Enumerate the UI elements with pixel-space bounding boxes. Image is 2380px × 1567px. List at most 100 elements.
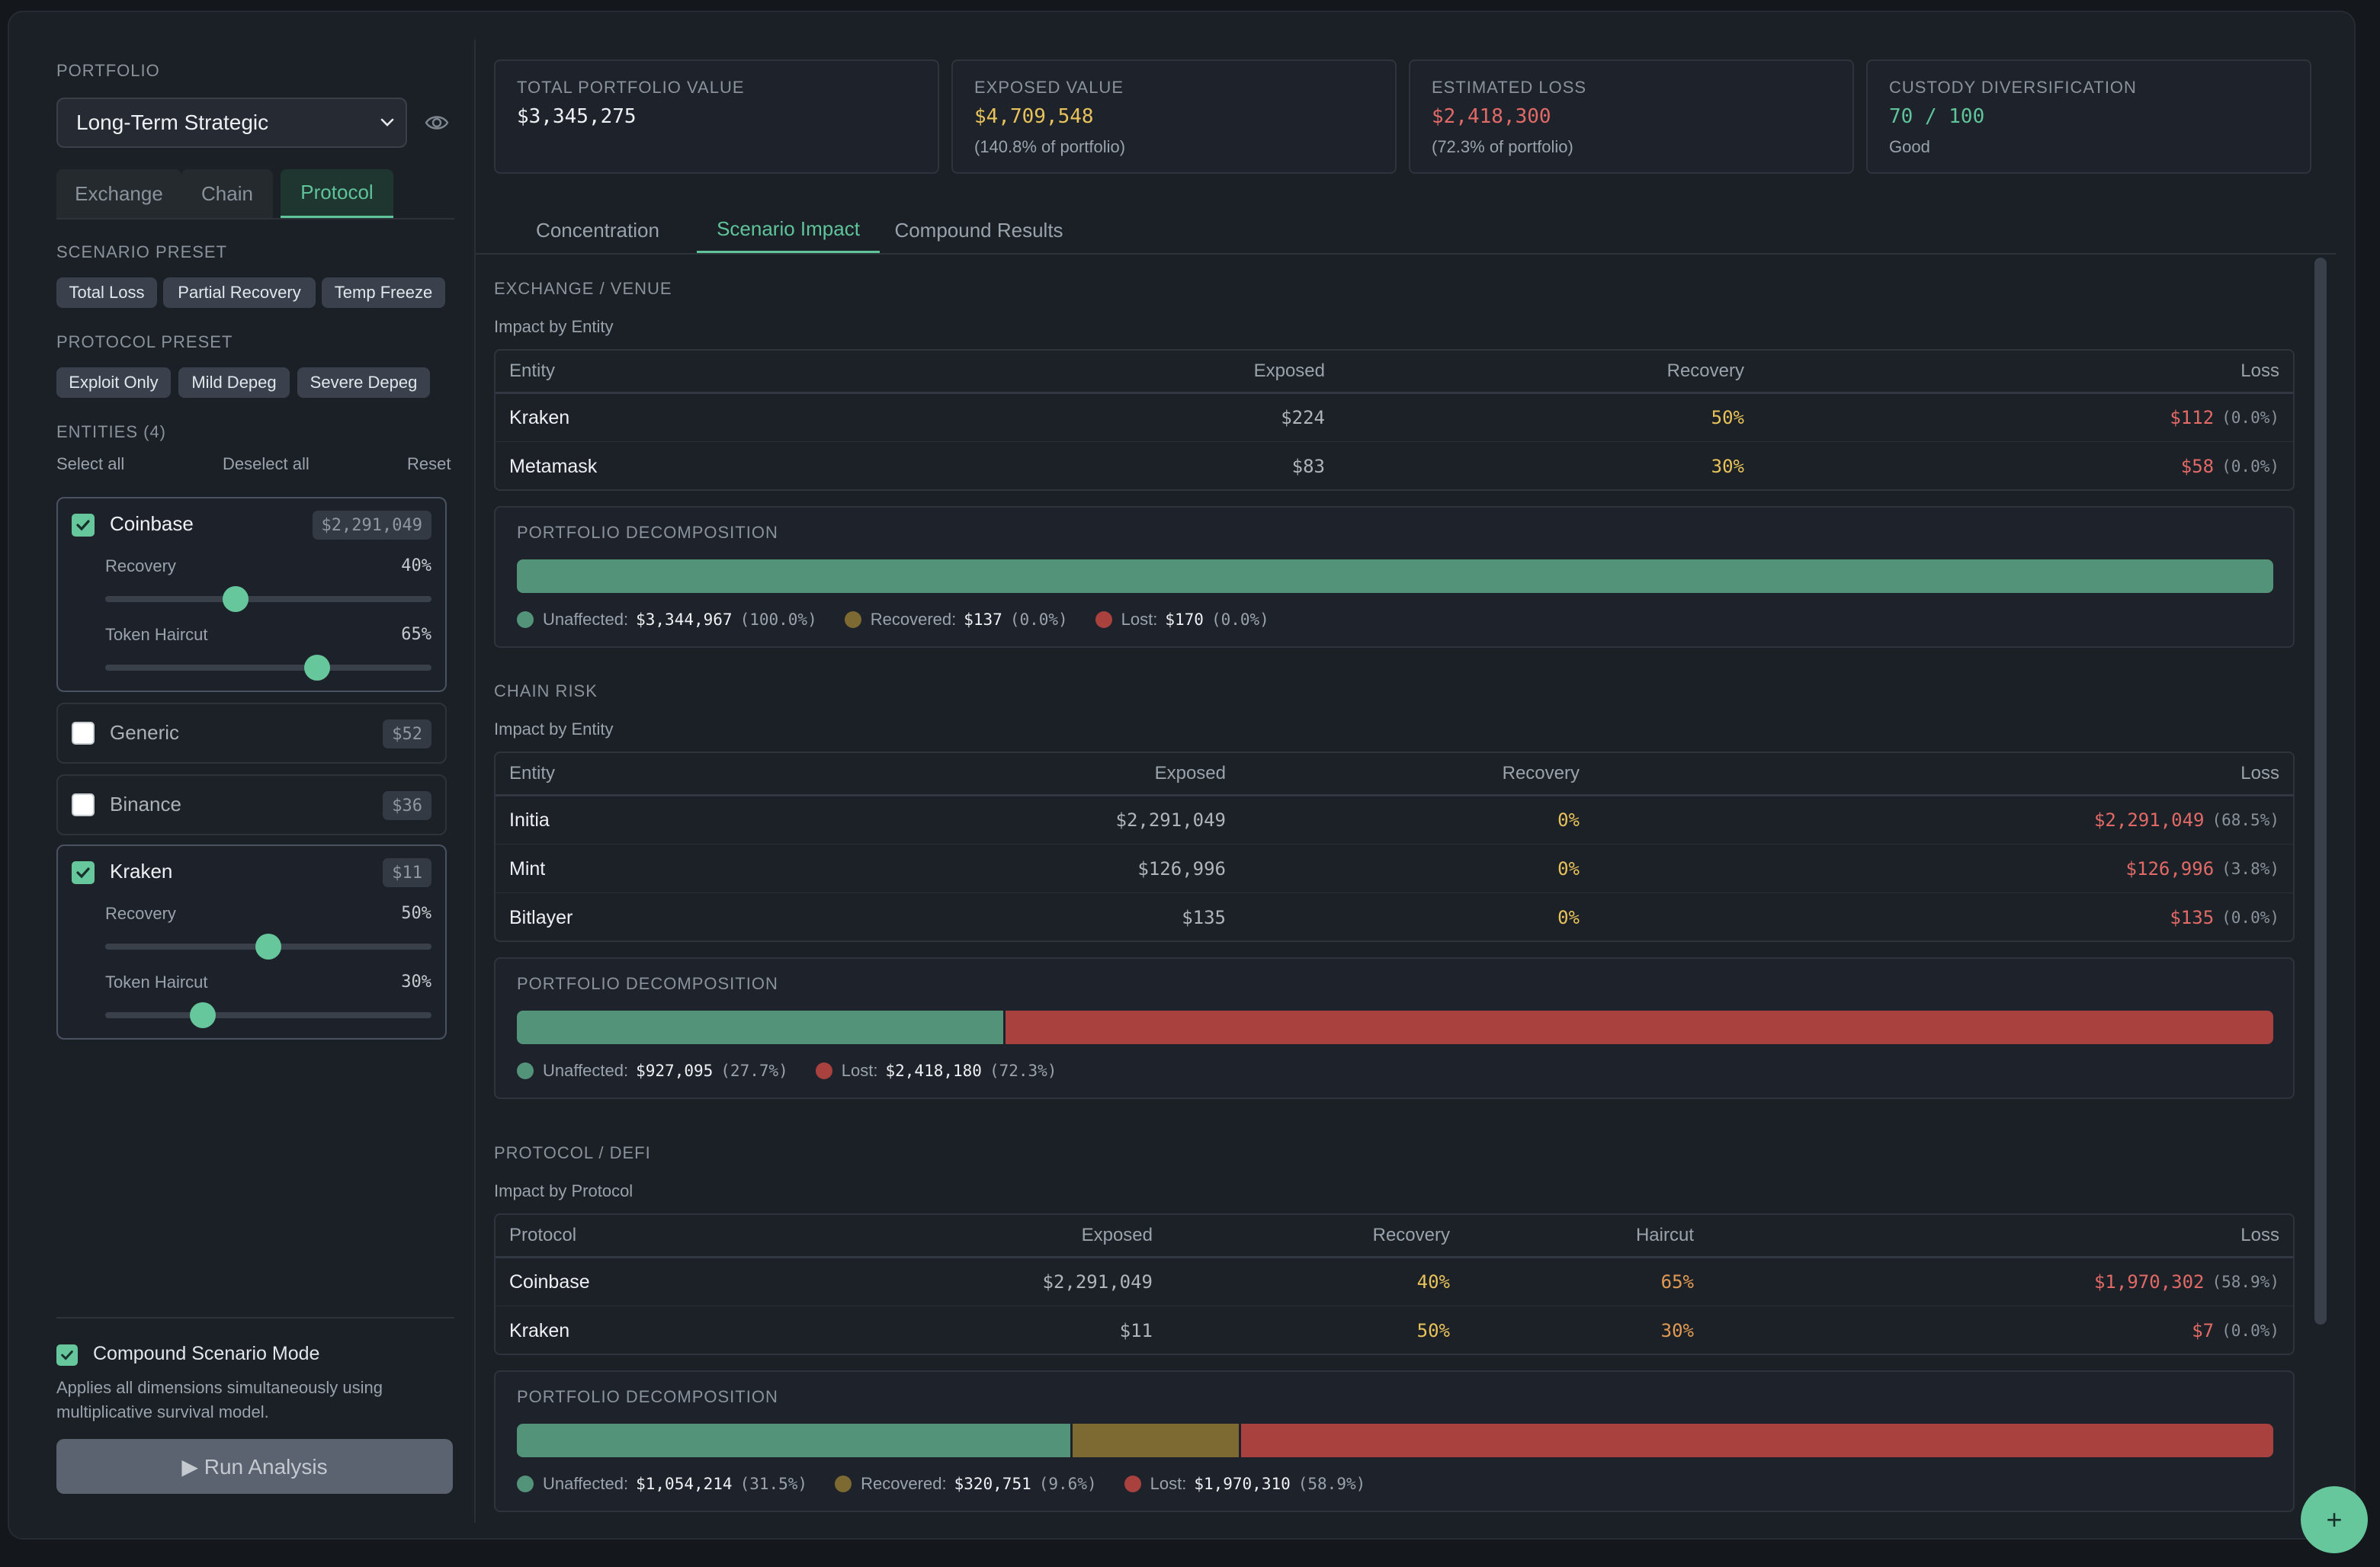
add-fab-button[interactable]: +	[2301, 1486, 2368, 1553]
loss-percent: (0.0%)	[2221, 457, 2279, 476]
tab-exchange[interactable]: Exchange	[56, 169, 181, 218]
tab-chain[interactable]: Chain	[181, 169, 273, 218]
cell-entity: Initia	[509, 809, 550, 831]
legend-dot-icon	[1095, 611, 1112, 628]
summary-label: CUSTODY DIVERSIFICATION	[1889, 78, 2137, 97]
cell-recovery: 50%	[1416, 1320, 1450, 1341]
loss-percent: (0.0%)	[2221, 1322, 2279, 1340]
recovery-label: Recovery	[105, 556, 176, 575]
entity-value: $2,291,049	[312, 511, 431, 540]
entity-checkbox-kraken[interactable]	[72, 861, 95, 884]
table-row: Metamask $83 30% $58 (0.0%)	[496, 442, 2293, 491]
cell-exposed: $126,996	[1137, 858, 1226, 880]
exchange-table: Entity Exposed Recovery Loss Kraken $224…	[494, 349, 2295, 491]
legend-percent: (72.3%)	[989, 1062, 1057, 1080]
eye-icon[interactable]	[424, 110, 450, 136]
col-header-exposed: Exposed	[1154, 763, 1226, 784]
tab-compound-results[interactable]: Compound Results	[894, 218, 1063, 242]
haircut-slider[interactable]	[105, 655, 431, 681]
table-header-divider	[496, 794, 2293, 796]
decomposition-legend: Unaffected: $1,054,214 (31.5%) Recovered: $3…	[517, 1472, 1393, 1495]
recovery-slider[interactable]	[105, 586, 431, 612]
cell-haircut: 65%	[1660, 1271, 1694, 1293]
summary-value: $4,709,548	[974, 105, 1094, 128]
summary-value: $3,345,275	[517, 105, 637, 128]
entity-checkbox-generic[interactable]	[72, 722, 95, 745]
portfolio-select-value: Long-Term Strategic	[76, 111, 269, 134]
legend-dot-icon	[844, 611, 861, 628]
legend-item: Unaffected: $1,054,214 (31.5%)	[517, 1474, 807, 1494]
col-header-recovery: Recovery	[1372, 1225, 1450, 1245]
legend-percent: (58.9%)	[1297, 1475, 1366, 1493]
loss-amount: $2,291,049	[2093, 809, 2205, 831]
portfolio-select[interactable]: Long-Term Strategic	[56, 98, 407, 148]
entity-name: Binance	[110, 793, 181, 816]
loss-percent: (68.5%)	[2212, 811, 2279, 829]
cell-recovery: 40%	[1416, 1271, 1450, 1293]
col-header-haircut: Haircut	[1635, 1225, 1694, 1245]
legend-percent: (100.0%)	[739, 610, 817, 629]
tab-scenario-impact[interactable]: Scenario Impact	[697, 207, 880, 253]
section-title-chain: CHAIN RISK	[494, 681, 598, 700]
entity-card-binance: Binance $36	[56, 774, 447, 835]
cell-exposed: $2,291,049	[1042, 1271, 1153, 1293]
haircut-slider-thumb[interactable]	[304, 655, 331, 681]
haircut-label: Token Haircut	[105, 625, 208, 644]
sidebar-border	[474, 40, 476, 1523]
decomposition-legend: Unaffected: $3,344,967 (100.0%) Recovered: $…	[517, 608, 1297, 631]
row-divider	[496, 441, 2293, 442]
decomposition-protocol: PORTFOLIO DECOMPOSITION Unaffected: $1,05…	[494, 1370, 2295, 1512]
loss-amount: $1,970,302	[2093, 1271, 2205, 1293]
cell-exposed: $224	[1281, 407, 1325, 428]
preset-partial-recovery[interactable]: Partial Recovery	[163, 277, 316, 308]
decomposition-bar	[517, 1011, 2273, 1044]
deselect-all-link[interactable]: Deselect all	[223, 454, 310, 473]
col-header-recovery: Recovery	[1502, 763, 1580, 784]
col-header-entity: Entity	[509, 361, 556, 381]
col-header-entity: Entity	[509, 763, 556, 784]
compound-desc-line-2: multiplicative survival model.	[56, 1402, 269, 1421]
haircut-slider[interactable]	[105, 1002, 431, 1028]
recovery-slider[interactable]	[105, 934, 431, 960]
run-analysis-button[interactable]: ▶ Run Analysis	[56, 1439, 453, 1494]
table-header-divider	[496, 392, 2293, 394]
preset-total-loss[interactable]: Total Loss	[56, 277, 157, 308]
compound-mode-checkbox[interactable]	[56, 1344, 78, 1366]
cell-loss: $2,291,049 (68.5%)	[2094, 796, 2279, 844]
preset-exploit-only[interactable]: Exploit Only	[56, 367, 171, 398]
sidebar: PORTFOLIO Long-Term Strategic Exchange C…	[9, 12, 474, 1538]
legend-percent: (31.5%)	[739, 1475, 808, 1493]
loss-percent: (58.9%)	[2212, 1273, 2279, 1291]
recovery-slider-thumb[interactable]	[223, 586, 249, 612]
legend-percent: (27.7%)	[720, 1062, 788, 1080]
table-row: Kraken $224 50% $112 (0.0%)	[496, 393, 2293, 442]
decomposition-legend: Unaffected: $927,095 (27.7%) Lost: $2,418,18…	[517, 1059, 1084, 1082]
cell-loss: $1,970,302 (58.9%)	[2094, 1258, 2279, 1306]
preset-temp-freeze[interactable]: Temp Freeze	[322, 277, 445, 308]
check-icon	[76, 520, 90, 531]
reset-link[interactable]: Reset	[407, 454, 451, 473]
section-sub-protocol: Impact by Protocol	[494, 1181, 633, 1200]
cell-haircut: 30%	[1660, 1320, 1694, 1341]
cell-entity: Mint	[509, 857, 546, 880]
app-window: PORTFOLIO Long-Term Strategic Exchange C…	[8, 11, 2356, 1540]
tab-protocol[interactable]: Protocol	[281, 169, 393, 218]
select-all-link[interactable]: Select all	[56, 454, 125, 473]
section-sub-chain: Impact by Entity	[494, 719, 614, 739]
recovery-slider-thumb[interactable]	[255, 934, 281, 960]
section-sub-exchange: Impact by Entity	[494, 317, 614, 336]
tab-concentration[interactable]: Concentration	[536, 218, 659, 242]
preset-mild-depeg[interactable]: Mild Depeg	[178, 367, 290, 398]
protocol-preset-label: PROTOCOL PRESET	[56, 332, 233, 351]
decomposition-segment	[517, 1424, 1070, 1457]
entity-checkbox-coinbase[interactable]	[72, 514, 95, 537]
legend-amount: $2,418,180	[885, 1062, 982, 1080]
loss-percent: (0.0%)	[2221, 409, 2279, 427]
scrollbar[interactable]	[2314, 258, 2327, 1325]
legend-label: Lost:	[1150, 1474, 1187, 1493]
entity-checkbox-binance[interactable]	[72, 793, 95, 816]
preset-severe-depeg[interactable]: Severe Depeg	[297, 367, 430, 398]
legend-label: Recovered:	[870, 610, 957, 629]
loss-amount: $58	[2180, 456, 2215, 477]
haircut-slider-thumb[interactable]	[190, 1002, 217, 1028]
